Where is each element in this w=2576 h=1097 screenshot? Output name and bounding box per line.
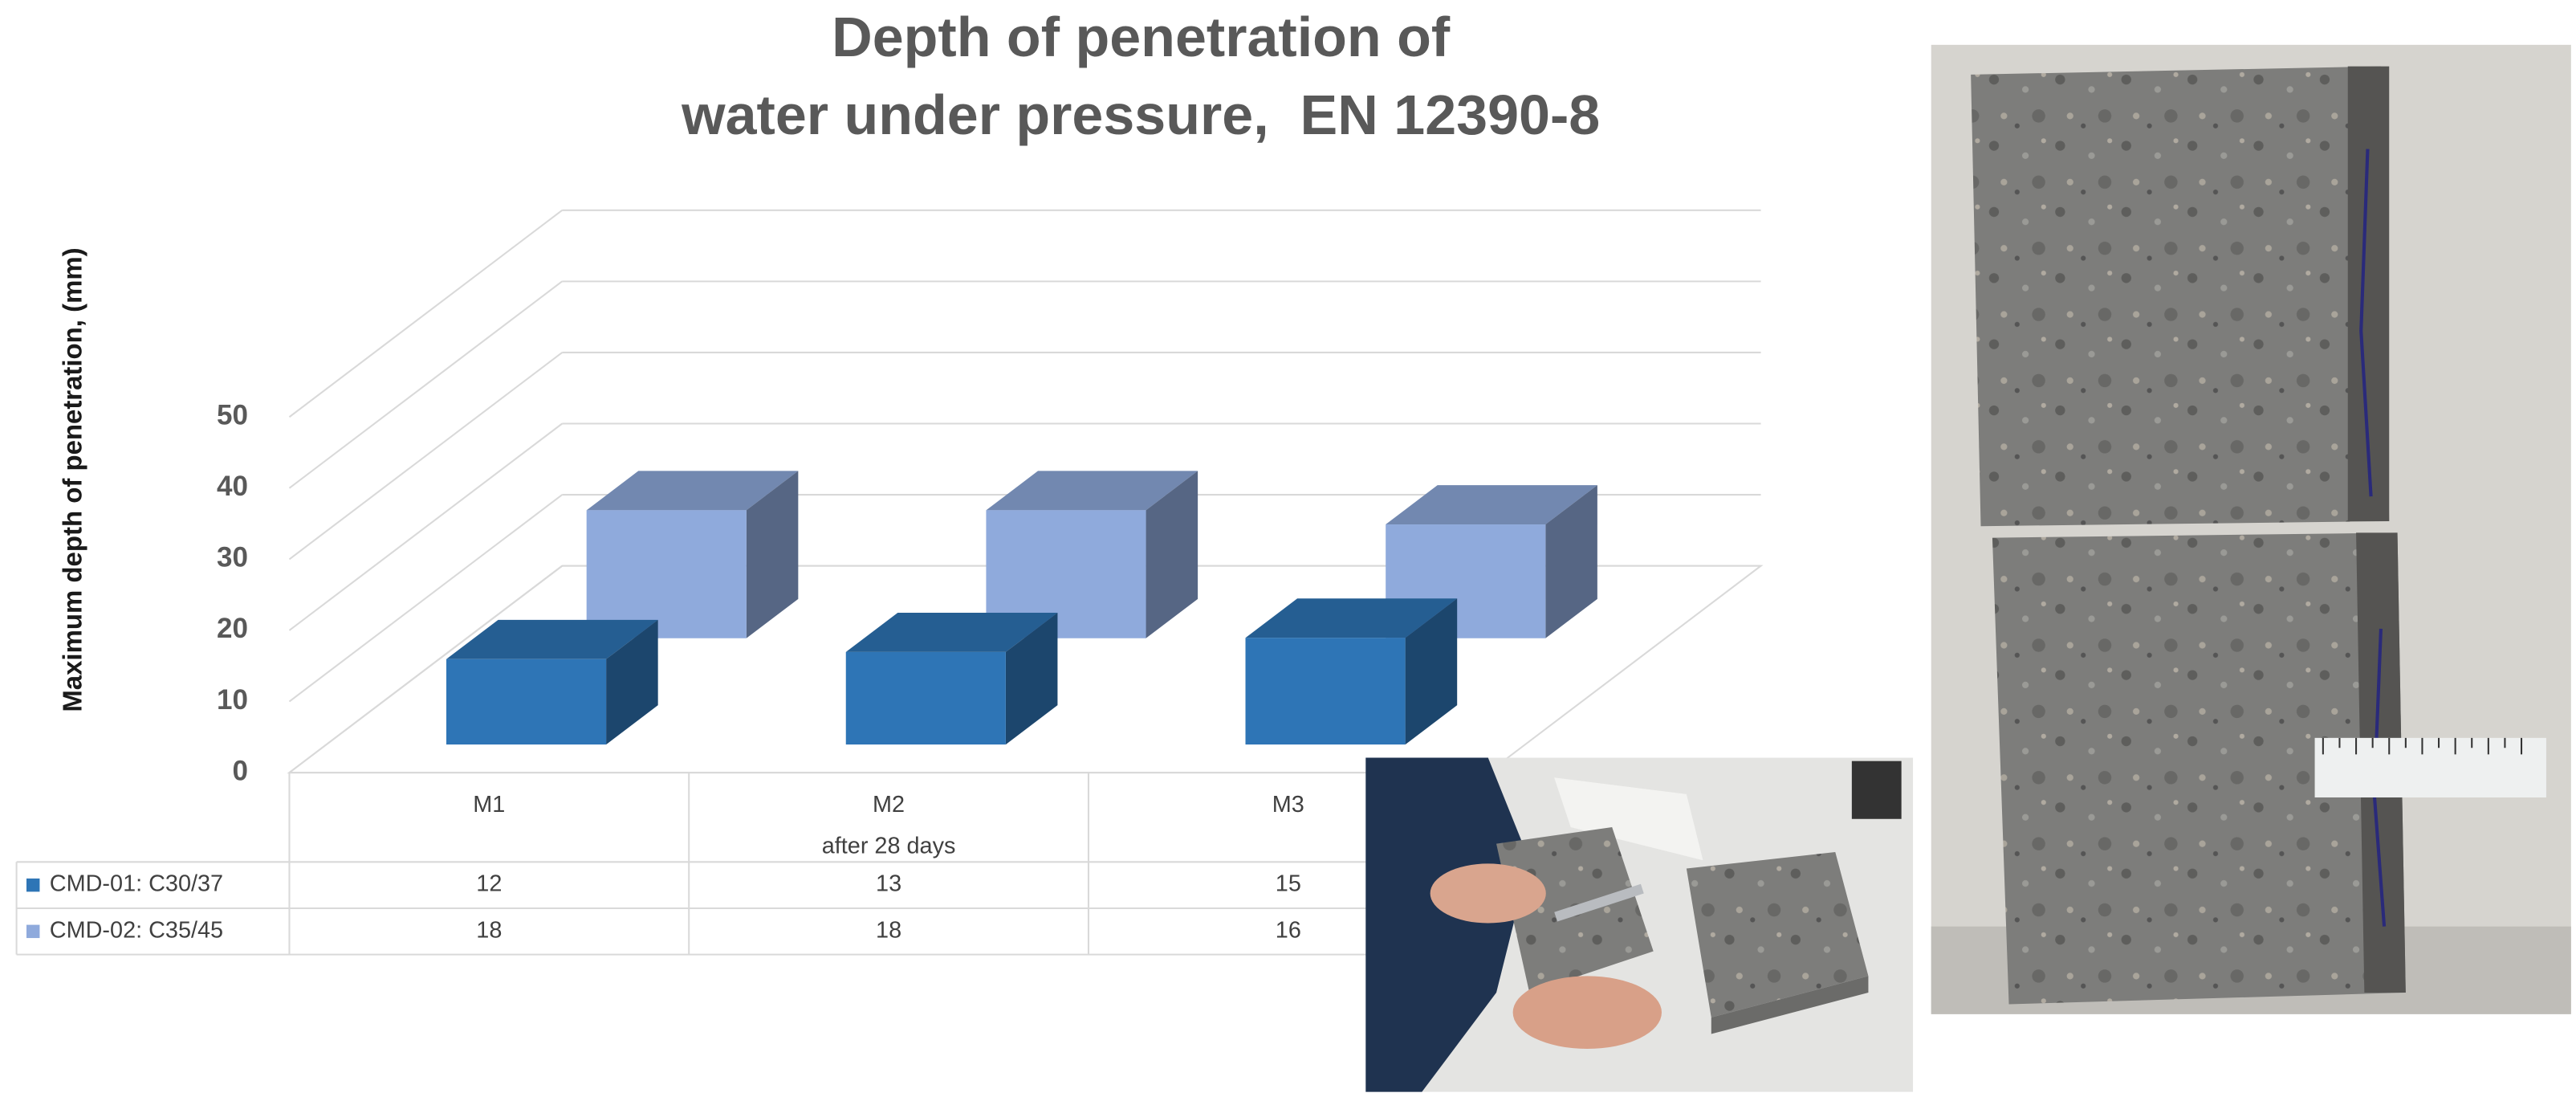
- y-tick-label: 30: [217, 542, 248, 573]
- legend-label: CMD-01: C30/37: [50, 871, 223, 897]
- bar-side: [606, 619, 658, 745]
- grid-line: [288, 280, 563, 489]
- bar-top: [986, 471, 1198, 511]
- legend-label: CMD-02: C35/45: [50, 917, 223, 943]
- bar: [845, 651, 1006, 745]
- table-value: 18: [876, 917, 901, 943]
- bar: [1245, 638, 1406, 745]
- x-tick-label: M1: [473, 792, 505, 818]
- bar: [446, 659, 607, 745]
- bar-top: [1386, 485, 1597, 525]
- table-value: 13: [876, 871, 901, 897]
- x-tick-label: M2: [873, 792, 905, 818]
- chart-title: Depth of penetration of: [832, 6, 1451, 68]
- grid-line: [288, 565, 563, 773]
- x-axis-title: after 28 days: [822, 833, 956, 858]
- bar-top: [446, 619, 658, 659]
- bar: [586, 510, 747, 638]
- grid-line: [288, 352, 563, 561]
- legend-swatch: [26, 924, 40, 939]
- table-value: 16: [1276, 917, 1301, 943]
- bar-top: [845, 613, 1058, 652]
- bar-top: [1245, 598, 1458, 638]
- bar-side: [746, 471, 799, 638]
- photo-measurement: [1365, 757, 1914, 1092]
- y-axis-title: Maximum depth of penetration, (mm): [57, 247, 87, 712]
- y-tick-label: 0: [232, 755, 247, 786]
- x-tick-label: M3: [1272, 792, 1304, 818]
- grid-line: [288, 494, 563, 703]
- grid-line: [288, 209, 563, 418]
- bar-top: [586, 471, 799, 511]
- bar-side: [1005, 613, 1058, 745]
- chart-title: water under pressure, EN 12390-8: [681, 84, 1600, 146]
- y-tick-label: 40: [217, 471, 248, 502]
- y-tick-label: 10: [217, 684, 248, 716]
- bar-side: [1146, 471, 1198, 638]
- table-value: 15: [1276, 871, 1301, 897]
- grid-line: [288, 422, 563, 631]
- plot-area: 0 10 20 30 40 50 M1 M2 M3 after 28 days CMD-01: C3…: [15, 209, 1764, 956]
- y-tick-label: 20: [217, 613, 248, 644]
- table-value: 12: [476, 871, 502, 897]
- photo-specimen: [1931, 44, 2571, 1014]
- bar-side: [1405, 598, 1458, 745]
- table-value: 18: [476, 917, 502, 943]
- y-tick-label: 50: [217, 400, 248, 431]
- bar-side: [1545, 485, 1597, 638]
- legend-swatch: [26, 878, 40, 892]
